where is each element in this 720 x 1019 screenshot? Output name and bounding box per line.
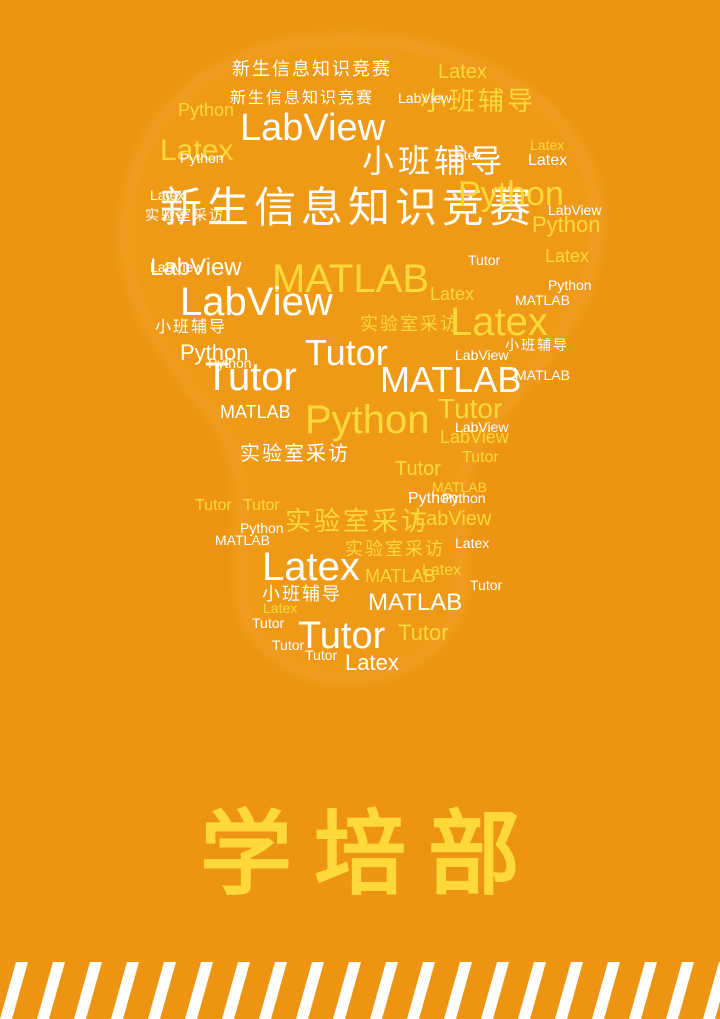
cloud-word: Latex xyxy=(263,600,297,616)
cloud-word: Tutor xyxy=(243,497,280,514)
cloud-word: Python xyxy=(548,277,592,293)
cloud-word: LabView xyxy=(440,427,510,447)
cloud-word: Tutor xyxy=(252,615,284,631)
cloud-word: Tutor xyxy=(462,449,499,466)
cloud-word: Latex xyxy=(430,284,474,304)
cloud-word: LabView xyxy=(398,90,452,106)
cloud-word: MATLAB xyxy=(368,589,462,616)
cloud-word: Latex xyxy=(455,535,489,551)
stripe xyxy=(666,962,694,1019)
stripe xyxy=(518,962,546,1019)
department-title: 学培部 xyxy=(199,801,542,908)
cloud-word: Tutor xyxy=(298,615,386,657)
cloud-word: Python xyxy=(532,212,601,237)
cloud-word: Tutor xyxy=(468,252,500,268)
stripe xyxy=(370,962,398,1019)
stripe xyxy=(333,962,361,1019)
cloud-word: Python xyxy=(458,175,564,213)
cloud-word: 新生信息知识竞赛 xyxy=(232,59,392,80)
cloud-word: MATLAB xyxy=(272,257,429,301)
cloud-word: Latex xyxy=(530,137,564,153)
cloud-word: Latex xyxy=(422,562,461,579)
cloud-word: Tutor xyxy=(470,577,502,593)
cloud-word: 实验室采访 xyxy=(285,507,430,537)
cloud-word: Tutor xyxy=(398,620,449,645)
stripe xyxy=(555,962,583,1019)
cloud-word: Latex xyxy=(345,650,399,675)
stripe xyxy=(74,962,102,1019)
cloud-word: 实验室采访 xyxy=(345,539,445,560)
cloud-word: Tutor xyxy=(305,647,337,663)
cloud-word: LabView xyxy=(455,419,509,435)
stripe xyxy=(629,962,657,1019)
cloud-word: LabView xyxy=(180,280,333,324)
cloud-word: Python xyxy=(240,520,284,536)
cloud-word: MATLAB xyxy=(380,359,521,400)
cloud-word: MATLAB xyxy=(432,479,487,495)
cloud-word: 小班辅导 xyxy=(505,338,569,354)
cloud-word: Latex xyxy=(262,545,360,589)
cloud-word: Latex xyxy=(545,246,589,266)
cloud-word: Python xyxy=(408,490,458,507)
cloud-word: LabView xyxy=(150,254,242,281)
stripe xyxy=(407,962,435,1019)
cloud-word: Python xyxy=(442,490,486,506)
cloud-word: Python xyxy=(178,100,234,120)
stripe xyxy=(148,962,176,1019)
stripe xyxy=(185,962,213,1019)
cloud-word: LabView xyxy=(240,107,386,149)
cloud-word: 实验室采访 xyxy=(145,207,225,224)
cloud-word: 小班辅导 xyxy=(262,584,342,605)
cloud-word: MATLAB xyxy=(515,367,570,383)
cloud-word: 新生信息知识竞赛 xyxy=(230,88,374,107)
cloud-word: LabView xyxy=(150,259,204,275)
cloud-word: Tutor xyxy=(205,355,297,399)
cloud-word: Latex xyxy=(450,300,548,344)
cloud-word: Latex xyxy=(448,147,482,163)
stripe xyxy=(111,962,139,1019)
stripe xyxy=(444,962,472,1019)
lightbulb-shape xyxy=(122,35,601,683)
stripe xyxy=(592,962,620,1019)
stripe xyxy=(0,962,28,1019)
cloud-word: MATLAB xyxy=(220,402,291,422)
cloud-word: LabView xyxy=(548,202,602,218)
stripe-border xyxy=(0,962,720,1019)
cloud-word: Latex xyxy=(160,134,233,167)
stripe xyxy=(222,962,250,1019)
cloud-word: 实验室采访 xyxy=(360,314,460,335)
cloud-word: Tutor xyxy=(272,637,304,653)
cloud-word: 新生信息知识竞赛 xyxy=(160,183,536,232)
cloud-word: Tutor xyxy=(395,458,441,480)
cloud-word: MATLAB xyxy=(515,292,570,308)
cloud-word: 小班辅导 xyxy=(420,87,536,117)
cloud-word: 小班辅导 xyxy=(155,317,227,336)
cloud-word: 实验室采访 xyxy=(240,441,350,465)
cloud-word: Python xyxy=(180,340,249,365)
cloud-word: 小班辅导 xyxy=(362,142,506,180)
cloud-word: Python xyxy=(305,398,430,442)
stripe xyxy=(259,962,287,1019)
stripe xyxy=(481,962,509,1019)
lightbulb-word-cloud: 新生信息知识竞赛LabView小班辅导PythonMATLABLatexTuto… xyxy=(122,35,602,683)
cloud-word: Latex xyxy=(438,61,487,83)
cloud-word: Tutor xyxy=(305,332,388,373)
cloud-word: LabView xyxy=(415,508,492,530)
cloud-word: Latex xyxy=(150,187,184,203)
cloud-word: LabView xyxy=(455,347,509,363)
cloud-word: Tutor xyxy=(438,393,502,424)
word-cloud-words: 新生信息知识竞赛LabView小班辅导PythonMATLABLatexTuto… xyxy=(145,59,602,675)
cloud-word: Tutor xyxy=(195,497,232,514)
cloud-word: Python xyxy=(208,355,252,371)
cloud-word: Python xyxy=(180,150,224,166)
cloud-word: MATLAB xyxy=(215,532,270,548)
cloud-word: Latex xyxy=(528,152,567,169)
stripe xyxy=(296,962,324,1019)
stripe xyxy=(37,962,65,1019)
cloud-word: MATLAB xyxy=(365,566,436,586)
stripe xyxy=(703,962,720,1019)
